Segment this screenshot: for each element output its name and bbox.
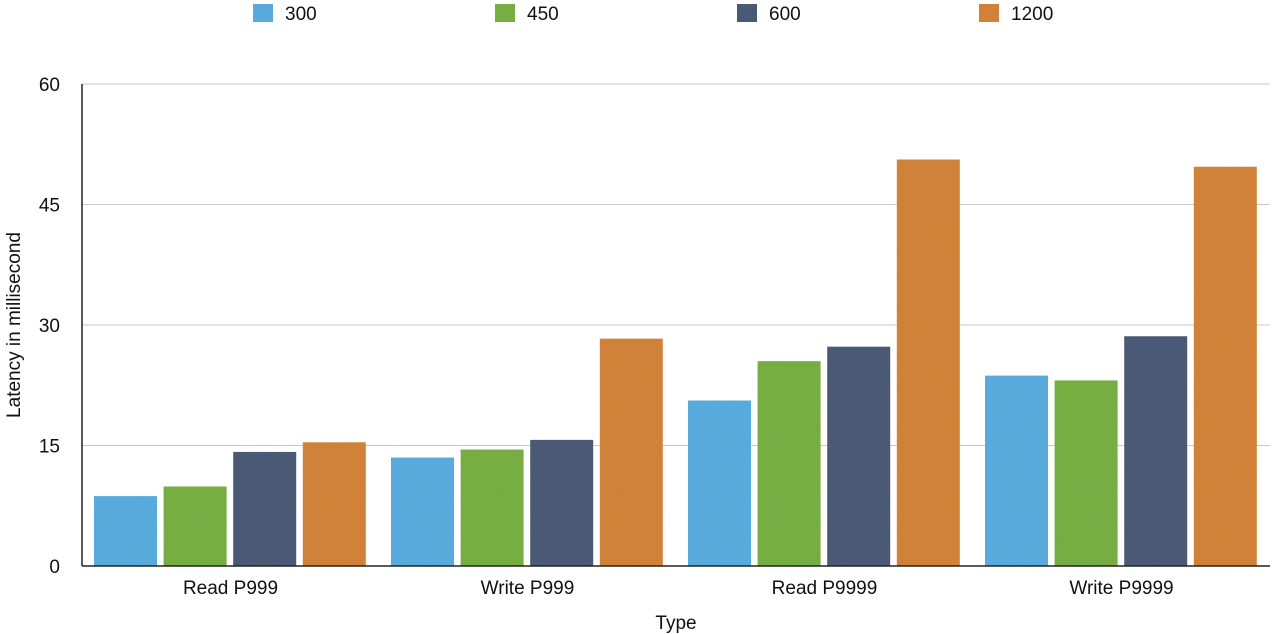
bar-300-read-p9999: [688, 400, 751, 566]
bar-1200-write-p9999: [1193, 166, 1257, 566]
bar-600-read-p9999: [827, 346, 891, 566]
legend-swatch-600: [737, 4, 757, 22]
y-tick-label: 60: [39, 75, 60, 96]
legend-swatch-300: [253, 4, 273, 22]
y-tick-label: 15: [39, 437, 60, 458]
bar-600-write-p999: [530, 439, 594, 566]
legend-label-1200: 1200: [1011, 4, 1053, 25]
bar-300-read-p999: [94, 496, 157, 566]
y-axis-label: Latency in millisecond: [4, 232, 25, 418]
bar-1200-read-p9999: [896, 159, 960, 566]
x-tick-labels: Read P999 Write P999 Read P9999 Write P9999: [183, 578, 1174, 599]
x-tick-label: Write P9999: [1069, 578, 1173, 599]
x-axis-label: Type: [655, 613, 696, 634]
bar-600-read-p999: [233, 451, 297, 566]
bar-1200-read-p999: [302, 442, 366, 566]
bar-1200-write-p999: [599, 338, 663, 566]
bar-450-write-p9999: [1054, 380, 1118, 566]
bar-450-write-p999: [460, 449, 524, 566]
y-tick-label: 0: [49, 557, 60, 578]
bar-450-read-p9999: [757, 361, 821, 566]
bar-450-read-p999: [163, 486, 227, 566]
y-tick-label: 30: [39, 316, 60, 337]
x-tick-label: Write P999: [481, 578, 575, 599]
axes: [81, 84, 1270, 567]
legend-swatch-1200: [979, 4, 999, 22]
x-tick-label: Read P999: [183, 578, 278, 599]
x-tick-label: Read P9999: [772, 578, 878, 599]
bar-300-write-p999: [391, 457, 454, 566]
bar-300-write-p9999: [985, 375, 1048, 566]
legend-label-600: 600: [769, 4, 801, 25]
y-tick-labels: 0 15 30 45 60: [39, 75, 60, 578]
legend-label-450: 450: [527, 4, 559, 25]
legend-swatch-450: [495, 4, 515, 22]
bars: [94, 159, 1257, 566]
legend-label-300: 300: [285, 4, 317, 25]
legend: 300 450 600 1200: [253, 4, 1053, 25]
bar-600-write-p9999: [1124, 336, 1188, 566]
y-tick-label: 45: [39, 196, 60, 217]
